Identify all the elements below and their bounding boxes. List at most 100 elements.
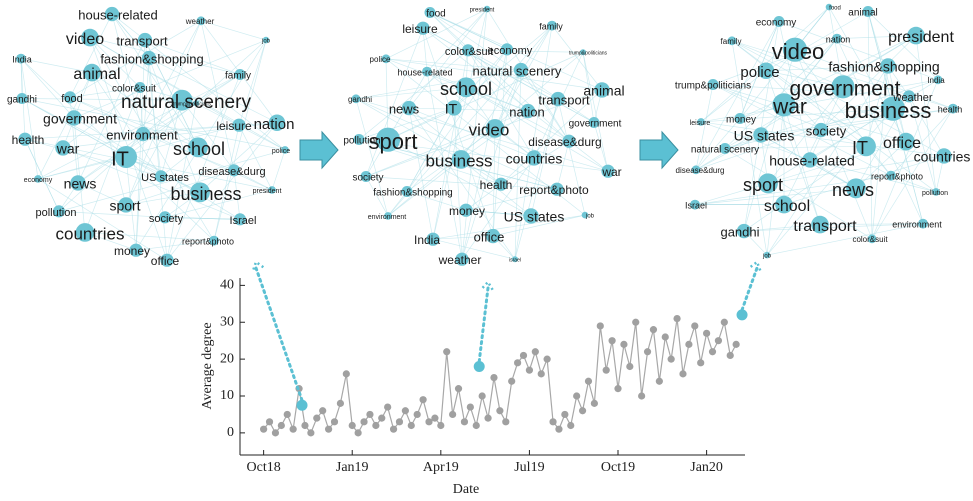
network-edge — [58, 211, 166, 218]
network-edge — [77, 133, 144, 184]
network-edge — [557, 98, 586, 216]
data-point — [490, 373, 498, 382]
network-label: environment — [368, 214, 407, 221]
data-point — [720, 318, 728, 326]
data-point — [514, 359, 522, 367]
network-edge — [387, 159, 462, 217]
network-edge — [20, 58, 93, 73]
data-point — [407, 421, 415, 430]
network-label: color&suit — [112, 84, 156, 95]
data-point — [425, 418, 433, 426]
network-label: president — [888, 29, 954, 46]
network-edge — [125, 20, 202, 206]
network-label: israel — [509, 257, 521, 263]
network-edge — [422, 27, 609, 172]
network-label: economy — [756, 18, 797, 29]
network-label: police — [740, 64, 779, 81]
data-point — [655, 377, 663, 385]
network-label: economy — [24, 177, 53, 184]
network-edge — [492, 49, 508, 237]
network-node — [734, 113, 746, 124]
network-edge — [144, 39, 241, 75]
network-label: leisure — [216, 119, 252, 133]
network-edge — [828, 7, 844, 87]
network-edge — [385, 8, 488, 60]
network-label: job — [762, 254, 772, 260]
network-label: sport — [109, 198, 140, 214]
network-edge — [514, 98, 559, 260]
network-label: office — [883, 135, 921, 152]
network-node — [52, 205, 66, 218]
network-edge — [21, 98, 183, 101]
network-edge — [195, 39, 267, 104]
x-tick-label: Apr19 — [423, 460, 459, 475]
network-label: color&suit — [852, 235, 888, 244]
highlight-connector — [254, 266, 304, 402]
network-label: countries — [914, 149, 971, 165]
network-node — [485, 228, 501, 244]
network-edge — [125, 102, 197, 158]
network-node — [63, 91, 77, 104]
data-point — [413, 410, 421, 419]
network-edge — [406, 128, 496, 192]
network-label: trump&politicians — [675, 81, 751, 92]
network-label: nation — [826, 34, 851, 44]
network-node — [831, 75, 855, 99]
network-edge — [731, 40, 844, 88]
arrow-right — [299, 130, 339, 170]
network-edge — [125, 170, 235, 206]
network-edge — [84, 232, 215, 241]
network-edge — [461, 69, 522, 260]
x-tick-label: Jan20 — [690, 460, 723, 475]
network-edge — [365, 71, 428, 177]
data-point — [685, 340, 693, 348]
network-edge — [731, 40, 768, 256]
network-node — [547, 20, 557, 31]
data-point — [283, 410, 291, 419]
network-node — [494, 177, 508, 191]
network-label: color&suit — [445, 46, 493, 58]
network-node — [483, 5, 491, 13]
network-label: US states — [141, 172, 189, 184]
network-edge — [77, 39, 146, 184]
network-label: video — [772, 39, 825, 64]
data-point — [608, 337, 616, 345]
network-edge — [148, 58, 168, 261]
network-edge — [432, 9, 488, 240]
network-node — [158, 211, 172, 224]
network-edge — [492, 214, 586, 237]
network-edge — [164, 189, 273, 218]
highlight-connector — [740, 266, 759, 312]
network-label: US states — [734, 128, 795, 144]
network-edge — [21, 98, 286, 151]
network-edge — [358, 107, 455, 140]
data-point — [703, 329, 711, 337]
data-point — [366, 410, 374, 419]
network-node — [160, 253, 174, 267]
network-node — [81, 28, 99, 47]
data-point — [271, 429, 280, 437]
network-edge — [820, 108, 954, 131]
network-node — [190, 182, 210, 203]
network-node — [880, 96, 906, 121]
network-edge — [89, 37, 141, 88]
network-edge — [408, 107, 434, 240]
network-node — [262, 36, 270, 44]
network-edge — [238, 125, 273, 191]
network-node — [782, 37, 808, 62]
network-label: report&photo — [519, 183, 589, 197]
network-node — [690, 199, 700, 210]
network-edge — [465, 86, 609, 172]
data-point — [555, 425, 563, 433]
network-edge — [766, 223, 924, 256]
network-node — [446, 100, 462, 116]
data-point — [348, 421, 356, 430]
network-label: Israel — [230, 215, 257, 227]
network-label: weather — [892, 92, 932, 104]
network-edges — [20, 6, 954, 261]
network-edge — [21, 98, 201, 193]
network-node — [707, 79, 719, 90]
data-point — [378, 414, 386, 422]
network-edge — [486, 8, 570, 142]
network-edge — [385, 58, 389, 140]
